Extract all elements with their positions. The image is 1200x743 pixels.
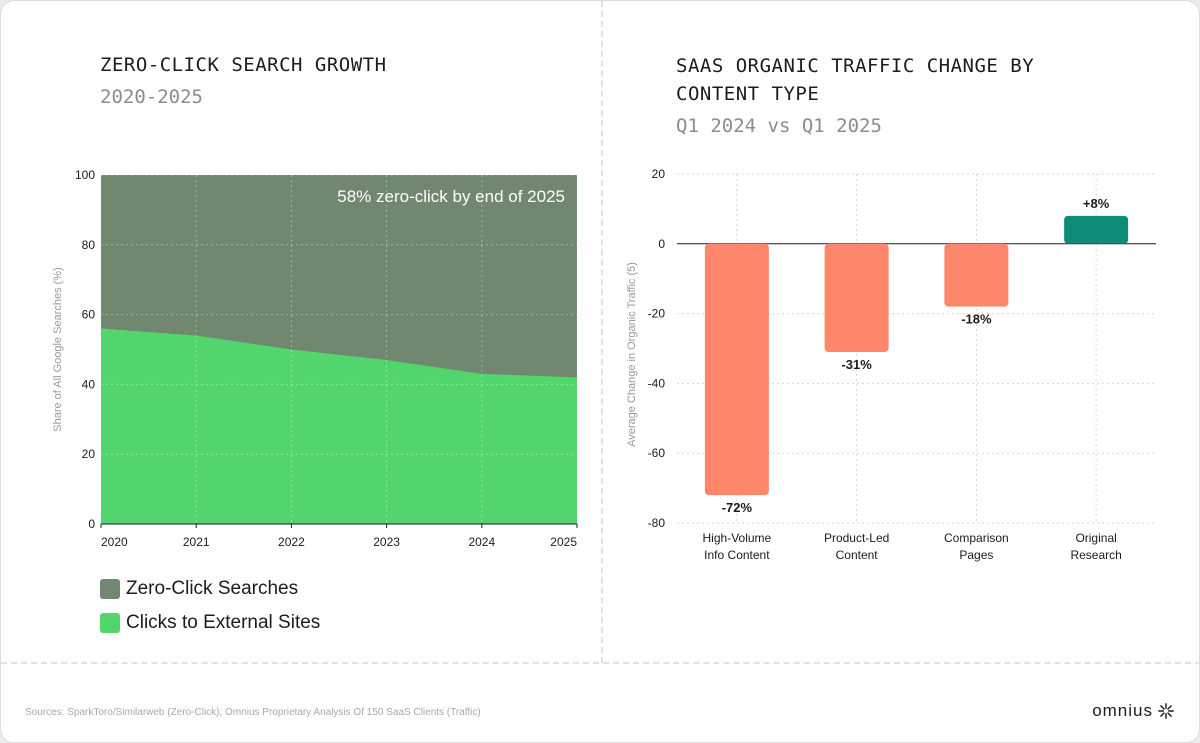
left-legend: Zero-Click Searches Clicks to External S… bbox=[100, 572, 320, 640]
logo-text: omnius bbox=[1092, 701, 1153, 720]
legend-item-zero-click: Zero-Click Searches bbox=[100, 572, 320, 606]
x-tick-label: 2020 bbox=[101, 535, 128, 549]
x-tick-label: 2022 bbox=[278, 535, 305, 549]
category-label: Content bbox=[836, 548, 879, 562]
legend-item-clicks: Clicks to External Sites bbox=[100, 606, 320, 640]
right-chart-title-line1: SAAS ORGANIC TRAFFIC CHANGE BY bbox=[676, 55, 1035, 77]
data-label: -18% bbox=[961, 312, 992, 327]
sources-note: Sources: SparkToro/Similarweb (Zero-Clic… bbox=[25, 707, 481, 718]
category-label: Pages bbox=[959, 548, 993, 562]
category-label: Info Content bbox=[704, 548, 770, 562]
bar bbox=[824, 243, 889, 352]
left-chart-title: ZERO-CLICK SEARCH GROWTH bbox=[100, 54, 387, 76]
y-tick-label: 60 bbox=[82, 308, 96, 322]
y-axis-label: Average Change in Organic Traffic (5) bbox=[626, 262, 638, 447]
y-tick-label: 20 bbox=[652, 167, 666, 181]
data-label: +8% bbox=[1083, 196, 1110, 211]
omnius-asterisk-icon bbox=[1158, 703, 1174, 719]
omnius-logo: omnius bbox=[1092, 701, 1175, 721]
data-label: -31% bbox=[841, 357, 872, 372]
category-label: Product-Led bbox=[824, 531, 889, 545]
category-label: Comparison bbox=[944, 531, 1009, 545]
legend-swatch-clicks bbox=[100, 613, 120, 633]
y-tick-label: 40 bbox=[82, 377, 96, 391]
right-chart-title-line2: CONTENT TYPE bbox=[676, 83, 820, 105]
left-chart-subtitle: 2020-2025 bbox=[100, 86, 203, 108]
bar bbox=[944, 243, 1009, 307]
x-tick-label: 2024 bbox=[468, 535, 495, 549]
right-chart-title: SAAS ORGANIC TRAFFIC CHANGE BY CONTENT T… bbox=[676, 52, 1034, 108]
y-tick-label: 100 bbox=[75, 168, 95, 182]
y-axis-label: Share of All Google Searches (%) bbox=[52, 267, 64, 431]
right-chart-subtitle: Q1 2024 vs Q1 2025 bbox=[676, 115, 882, 137]
legend-swatch-zero-click bbox=[100, 579, 120, 599]
x-tick-label: 2023 bbox=[373, 535, 400, 549]
category-label: Research bbox=[1070, 548, 1121, 562]
traffic-change-bar-chart: 20 0 -20 -40 -60 -80 -72% High-Volume Info Conte… bbox=[626, 167, 1156, 562]
category-label: Original bbox=[1075, 531, 1116, 545]
y-tick-label: -40 bbox=[648, 376, 666, 390]
bar bbox=[704, 243, 769, 496]
x-tick-label: 2021 bbox=[183, 535, 210, 549]
legend-label-clicks: Clicks to External Sites bbox=[126, 612, 321, 633]
x-tick-label: 2025 bbox=[550, 535, 577, 549]
category-label: High-Volume bbox=[703, 531, 772, 545]
y-tick-label: 0 bbox=[88, 517, 95, 531]
data-label: -72% bbox=[722, 500, 753, 515]
y-tick-label: -80 bbox=[648, 516, 666, 530]
vertical-divider bbox=[601, 1, 603, 663]
y-tick-label: -20 bbox=[648, 307, 666, 321]
zero-click-area-chart: 0 20 40 60 80 100 2020 2021 2022 2023 2024 2025 58% … bbox=[52, 168, 578, 549]
y-tick-label: 20 bbox=[82, 447, 96, 461]
y-tick-label: 0 bbox=[658, 237, 665, 251]
zero-click-annotation: 58% zero-click by end of 2025 bbox=[337, 187, 565, 206]
bar bbox=[1064, 215, 1129, 244]
y-tick-label: 80 bbox=[82, 238, 96, 252]
area-clicks-external bbox=[101, 328, 577, 524]
legend-label-zero-click: Zero-Click Searches bbox=[126, 578, 299, 599]
horizontal-divider bbox=[1, 662, 1199, 664]
y-tick-label: -60 bbox=[648, 446, 666, 460]
